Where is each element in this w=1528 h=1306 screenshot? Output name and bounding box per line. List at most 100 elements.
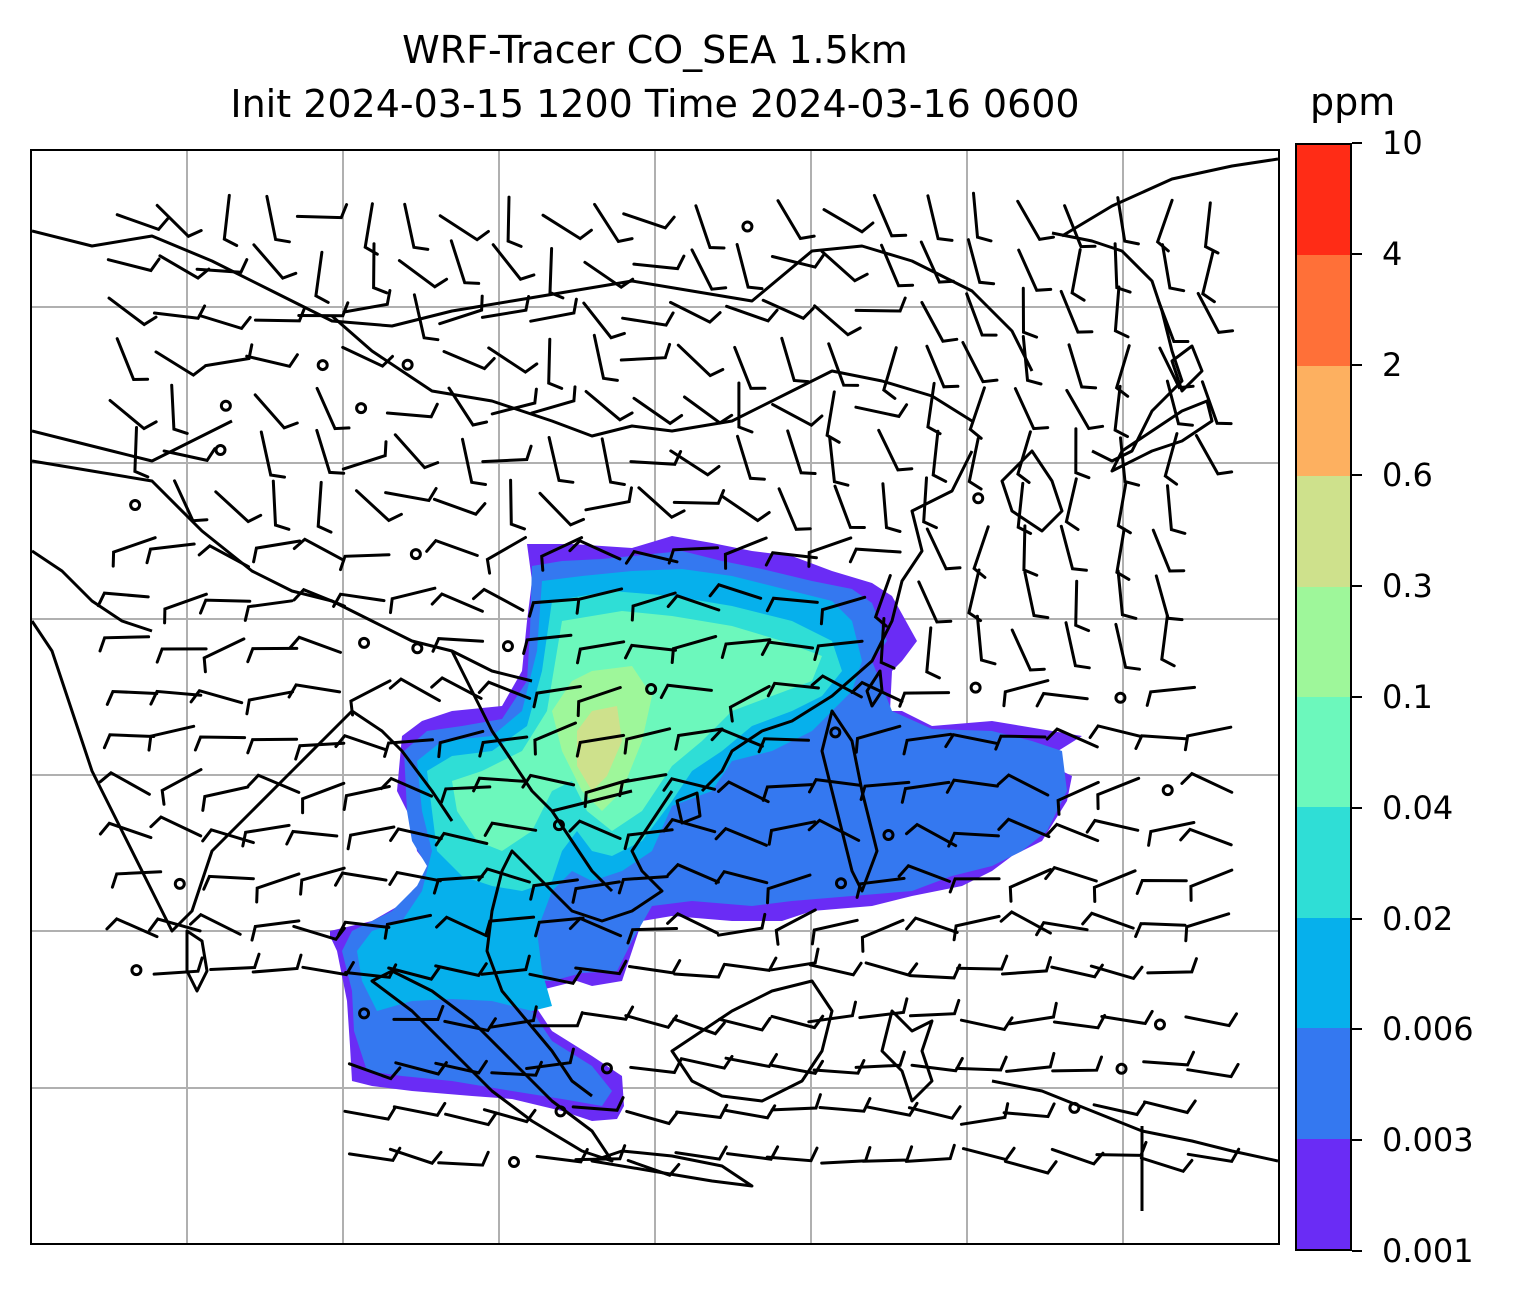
wind-barb xyxy=(1180,771,1234,794)
colorbar-tick-label: 0.003 xyxy=(1382,1121,1474,1160)
wind-barb xyxy=(1114,344,1131,398)
wind-barb xyxy=(808,961,863,977)
wind-barb xyxy=(622,212,676,230)
wind-barb xyxy=(434,831,489,847)
wind-barb xyxy=(98,770,151,796)
wind-barb xyxy=(198,314,252,331)
wind-barb xyxy=(1050,1147,1105,1166)
wind-barb xyxy=(528,597,579,618)
calm-marker xyxy=(129,499,142,512)
wind-barb xyxy=(717,912,767,937)
wind-barb xyxy=(1008,868,1053,903)
colorbar-segment-7 xyxy=(1297,365,1350,477)
wind-barb xyxy=(725,1145,780,1161)
wind-barb xyxy=(1196,292,1235,335)
wind-barb xyxy=(477,867,531,884)
wind-barb xyxy=(626,927,679,945)
wind-barb xyxy=(807,1000,857,1024)
wind-barb xyxy=(202,874,255,891)
wind-barb xyxy=(947,831,1000,848)
wind-barb xyxy=(397,259,449,289)
wind-barb xyxy=(897,864,951,883)
wind-barb xyxy=(481,444,533,464)
wind-barb xyxy=(624,1014,678,1030)
wind-barb xyxy=(568,539,622,561)
wind-barb xyxy=(1045,822,1100,843)
wind-barb xyxy=(733,345,767,390)
wind-barb xyxy=(189,912,242,936)
wind-barb xyxy=(708,583,763,600)
wind-barb xyxy=(538,491,585,527)
wind-barb xyxy=(774,908,817,946)
wind-barb xyxy=(1161,243,1186,293)
wind-barb xyxy=(1016,430,1032,484)
wind-barb xyxy=(1035,920,1089,937)
wind-barb xyxy=(820,249,869,283)
wind-barb xyxy=(667,546,719,565)
wind-barb xyxy=(252,539,302,564)
wind-barb xyxy=(872,193,908,238)
wind-barb xyxy=(854,403,909,419)
wind-barb xyxy=(285,829,339,846)
wind-barb xyxy=(710,727,764,748)
coast-java xyxy=(590,1149,754,1188)
wind-barb xyxy=(877,428,914,472)
wind-barb xyxy=(387,966,441,981)
wind-barb xyxy=(959,1016,1014,1032)
wind-barb xyxy=(848,547,902,564)
wind-barb xyxy=(1045,727,1099,749)
wind-barb xyxy=(1113,242,1132,294)
wind-barb xyxy=(900,780,951,804)
wind-barb xyxy=(967,436,983,491)
wind-barb xyxy=(1200,380,1233,426)
colorbar-segment-0 xyxy=(1297,1138,1350,1249)
border-pakistan xyxy=(32,549,153,633)
wind-barb xyxy=(771,402,824,428)
wind-barb xyxy=(632,396,684,426)
wind-barb xyxy=(1145,685,1196,707)
wind-barb xyxy=(583,260,635,290)
wind-barb xyxy=(447,386,489,427)
wind-barb xyxy=(253,306,307,323)
wind-barb xyxy=(431,637,485,653)
wind-barb xyxy=(434,962,488,978)
wind-barb xyxy=(944,733,998,749)
wind-barb xyxy=(770,947,820,972)
colorbar-unit: ppm xyxy=(1310,80,1396,124)
wind-barb xyxy=(199,598,252,615)
wind-barb xyxy=(1116,569,1138,620)
wind-barb xyxy=(349,679,392,717)
wind-barb xyxy=(623,828,674,851)
border-himalaya xyxy=(32,459,533,683)
wind-barb xyxy=(864,961,919,977)
wind-barb xyxy=(575,733,626,758)
map-canvas xyxy=(32,151,1278,1243)
wind-barb xyxy=(919,240,955,284)
wind-barb xyxy=(1081,911,1135,930)
wind-barb xyxy=(907,1105,962,1120)
wind-barb xyxy=(582,301,626,340)
wind-barb xyxy=(714,826,768,847)
colorbar-tick-label: 0.1 xyxy=(1382,678,1433,716)
wind-barb xyxy=(925,527,962,571)
wind-barb xyxy=(576,686,622,718)
wind-barb xyxy=(766,873,812,905)
wind-barb xyxy=(807,818,861,842)
wind-barb xyxy=(432,875,484,895)
wind-barb xyxy=(719,494,771,523)
coast-taiwan xyxy=(865,669,884,708)
colorbar-tick-label: 0.006 xyxy=(1382,1010,1474,1049)
wind-barb xyxy=(105,689,159,706)
wind-barb xyxy=(568,916,623,938)
wind-barb xyxy=(766,681,820,698)
colorbar-segment-6 xyxy=(1297,476,1350,587)
wind-barb xyxy=(968,386,986,440)
wind-barb xyxy=(487,346,539,374)
wind-barb xyxy=(629,1058,683,1075)
calm-marker xyxy=(358,1007,371,1020)
wind-barb xyxy=(252,243,298,280)
wind-barb xyxy=(672,1017,726,1036)
wind-barb xyxy=(259,430,286,479)
wind-barb xyxy=(529,297,578,323)
wind-barb xyxy=(859,780,911,801)
